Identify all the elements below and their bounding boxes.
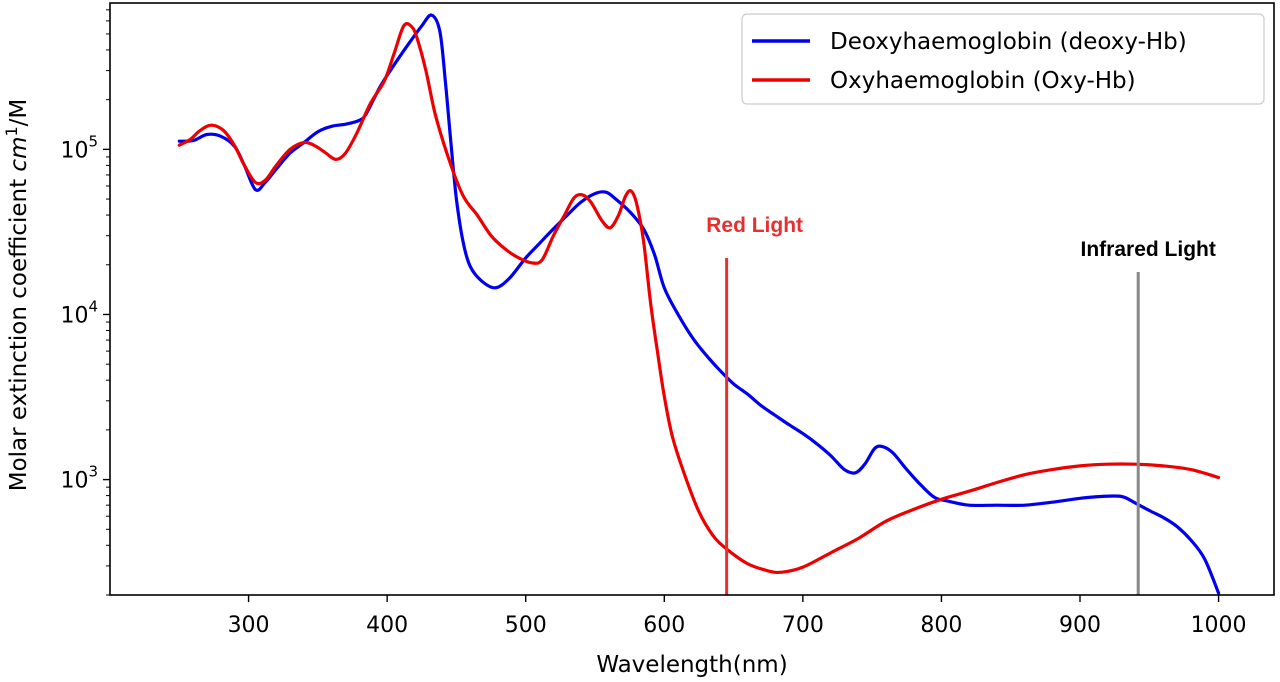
x-tick-label: 500 (505, 613, 547, 638)
red-light-label: Red Light (706, 214, 803, 237)
series-line-1 (177, 22, 1221, 575)
plot-frame (109, 2, 1275, 596)
x-axis: 300 400 500 600 700 800 900 1000 (228, 595, 1247, 638)
y-tick-label: 104 (60, 297, 98, 328)
y-tick-label: 105 (60, 132, 98, 163)
legend-label-deoxy-hb: Deoxyhaemoglobin (deoxy-Hb) (830, 29, 1187, 55)
x-tick-label: 300 (228, 613, 270, 638)
x-axis-label: Wavelength(nm) (596, 652, 787, 678)
x-tick-label: 900 (1059, 613, 1101, 638)
x-tick-label: 400 (366, 613, 408, 638)
y-axis-label: Molar extinction coefficient cm1/M (2, 99, 32, 492)
x-tick-label: 700 (782, 613, 824, 638)
x-tick-label: 1000 (1191, 613, 1247, 638)
legend-box (741, 13, 1265, 105)
legend: Deoxyhaemoglobin (deoxy-Hb) Oxyhaemoglob… (741, 13, 1265, 105)
series-layer (177, 13, 1221, 595)
infrared-light-label: Infrared Light (1081, 238, 1216, 261)
series-line-0 (177, 13, 1221, 595)
y-axis: 103 104 105 (60, 9, 110, 596)
y-tick-label: 103 (60, 463, 98, 494)
annotation-layer: Red Light Infrared Light (706, 214, 1216, 595)
x-tick-label: 600 (643, 613, 685, 638)
x-tick-label: 800 (920, 613, 962, 638)
legend-label-oxy-hb: Oxyhaemoglobin (Oxy-Hb) (830, 68, 1136, 94)
